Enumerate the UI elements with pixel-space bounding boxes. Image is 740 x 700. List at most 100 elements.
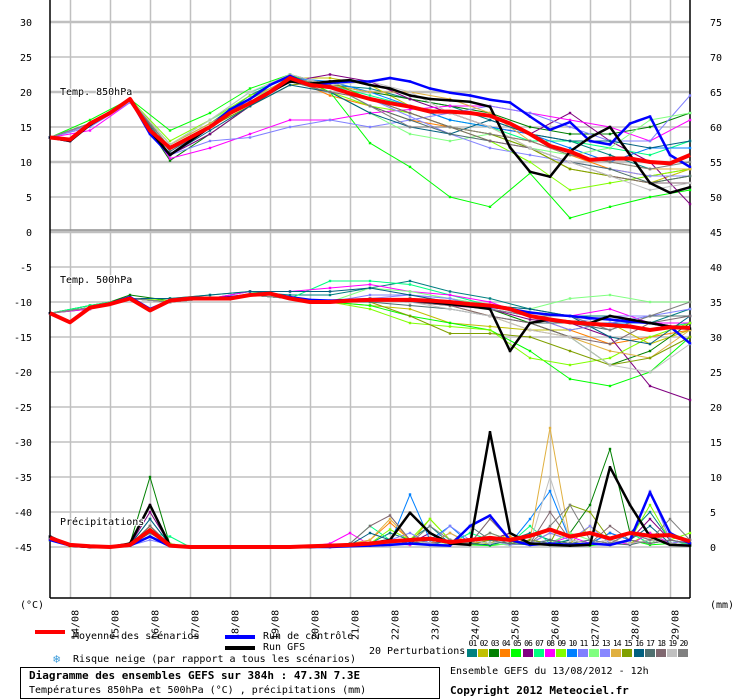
gfs-t850-point — [428, 97, 432, 101]
gfs-t850-point — [528, 170, 532, 173]
control-precip-point — [648, 491, 652, 494]
perturbation-01-t500-point — [488, 297, 492, 300]
perturbation-16-precip-point — [488, 543, 492, 547]
gfs-precip-point — [588, 543, 592, 547]
perturbation-11-precip-point — [548, 531, 552, 535]
perturbation-12-t850-point — [608, 146, 612, 150]
perturbation-01-precip-point — [648, 510, 652, 514]
perturbation-01-t850-point — [368, 87, 372, 90]
perturbation-16-t850-point — [488, 118, 492, 122]
perturbation-20-precip-point — [488, 531, 492, 535]
gfs-t850-point — [508, 146, 512, 149]
left-tick-label: 5 — [26, 193, 32, 204]
perturbation-18-t850-point — [328, 90, 332, 94]
perturbation-20-t850-point — [328, 83, 332, 87]
perturbation-20-t850-point — [568, 153, 572, 157]
perturbation-06-t850-line — [49, 74, 691, 205]
control-precip-point — [608, 543, 612, 547]
perturbation-17-t850-line — [49, 81, 691, 184]
gfs-t850-point — [668, 191, 672, 194]
perturbation-19-t500-point — [448, 307, 452, 311]
perturbation-05-t850-point — [488, 205, 492, 208]
left-tick-label: 10 — [20, 158, 32, 169]
perturbation-legend-number: 16 — [635, 639, 644, 648]
perturbation-17-t850-point — [408, 118, 412, 122]
perturbation-18-t850-point — [408, 111, 412, 115]
gfs-t850-point — [288, 80, 292, 83]
perturbation-08-t850-point — [408, 108, 412, 111]
right-unit-label: (mm) — [710, 600, 735, 611]
perturbation-legend-swatch — [533, 649, 544, 657]
right-tick-label: 45 — [710, 228, 722, 239]
control-precip-point — [548, 542, 552, 545]
perturbation-19-t500-point — [408, 300, 412, 304]
mean-precip — [49, 527, 691, 549]
perturbation-11-t850-point — [248, 136, 252, 139]
perturbation-15-t500-point — [408, 314, 412, 318]
left-tick-label: -20 — [14, 368, 32, 379]
perturbation-05-t500-point — [608, 384, 612, 388]
date-tick-label: 25/08 — [511, 610, 522, 640]
perturbation-19-precip-point — [568, 538, 572, 542]
right-tick-label: 30 — [710, 333, 722, 344]
perturbation-15-t500-point — [568, 349, 572, 353]
perturbation-13-precip-point — [508, 543, 512, 547]
gfs-precip-point — [48, 535, 52, 538]
perturbation-20-precip-point — [608, 542, 612, 545]
perturbation-legend-number: 14 — [612, 639, 622, 648]
chart-subtitle: Températures 850hPa et 500hPa (°C) , pré… — [29, 685, 367, 696]
control-precip-point — [368, 544, 372, 547]
perturbation-11-precip-point — [448, 524, 452, 528]
perturbation-12-t500-point — [568, 297, 572, 300]
perturbation-11-t850-point — [528, 111, 532, 115]
control-t850-point — [368, 80, 372, 83]
perturbation-19-t850-point — [248, 90, 252, 94]
control-precip-point — [668, 531, 672, 535]
gfs-t850-point — [648, 181, 652, 185]
panel-label-t850: Temp. 850hPa — [60, 87, 132, 98]
perturbation-16-t850-point — [568, 139, 572, 143]
perturbation-16-precip-point — [368, 531, 372, 535]
control-t500-point — [588, 316, 592, 320]
perturbation-18-precip-point — [648, 542, 652, 545]
perturbation-11-t850-point — [368, 125, 372, 129]
right-tick-label: 0 — [710, 543, 716, 554]
perturbation-20-t850-point — [648, 167, 652, 171]
perturbation-16-precip-point — [648, 524, 652, 528]
control-t850-point — [468, 94, 472, 97]
perturbation-legend-number: 03 — [490, 639, 500, 648]
perturbation-17-t850-point — [168, 150, 172, 153]
left-tick-label: -25 — [14, 403, 32, 414]
perturbation-09-precip-point — [648, 503, 652, 507]
gfs-t850-point — [548, 175, 552, 178]
perturbation-16-t500-point — [288, 290, 292, 293]
control-t850-point — [428, 87, 432, 90]
control-t500-point — [608, 318, 612, 321]
perturbation-08-precip-point — [648, 531, 652, 535]
gfs-precip-point — [408, 511, 412, 514]
perturbation-09-t850-point — [528, 160, 532, 164]
perturbation-01-t500-point — [288, 293, 292, 297]
perturbation-08-t500-point — [488, 300, 492, 304]
right-tick-label: 5 — [710, 508, 716, 519]
perturbation-11-t500-point — [568, 328, 572, 332]
perturbation-legend-number: 08 — [546, 639, 555, 648]
perturbation-legend-number: 11 — [579, 639, 589, 648]
perturbation-08-t850-point — [688, 118, 692, 122]
perturbation-11-t850-point — [208, 139, 212, 143]
perturbation-19-t850-point — [168, 143, 172, 146]
perturbation-04-precip-point — [388, 521, 392, 524]
perturbation-legend-swatch — [611, 649, 622, 657]
date-tick-label: 21/08 — [351, 610, 362, 640]
gfs-t500-point — [608, 314, 612, 318]
perturbation-legend-swatch — [555, 649, 566, 657]
perturbation-09-t500-point — [528, 356, 532, 360]
control-t850-point — [268, 83, 272, 87]
perturbation-10-precip-point — [408, 493, 412, 496]
perturbation-16-t500-point — [328, 290, 332, 293]
perturbation-08-t500-point — [448, 293, 452, 297]
perturbation-14-t850-point — [208, 122, 212, 125]
control-precip-point — [388, 543, 392, 547]
perturbations-legend-label: 20 Perturbations — [369, 646, 466, 657]
perturbation-17-t850-point — [448, 132, 452, 136]
